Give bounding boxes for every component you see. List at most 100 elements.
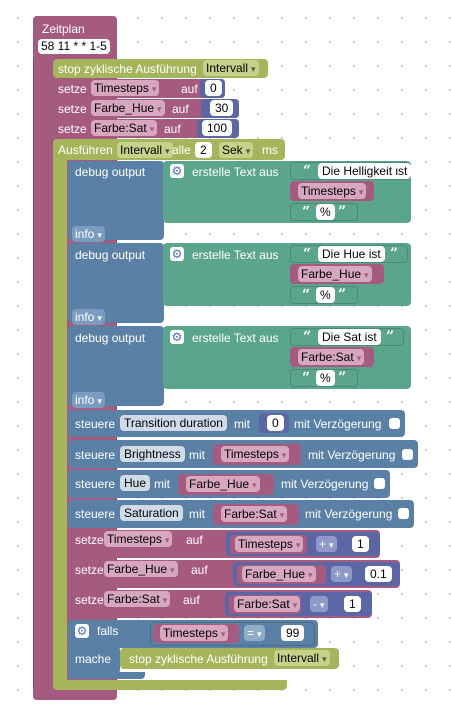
text-field[interactable]: %: [316, 370, 335, 386]
var-dropdown[interactable]: Timesteps ▾: [104, 531, 173, 547]
interval-dropdown[interactable]: Intervall ▾: [274, 650, 330, 666]
with-label: mit: [234, 417, 250, 431]
var-dropdown[interactable]: Farbe:Sat ▾: [91, 120, 158, 136]
unit-dropdown[interactable]: Sek ▾: [219, 142, 254, 158]
target-field[interactable]: Transition duration: [120, 415, 227, 431]
control-label: steuere: [75, 448, 116, 462]
target-field[interactable]: Hue: [120, 475, 151, 491]
chevron-down-icon: ▾: [257, 629, 262, 639]
operator-dropdown[interactable]: - ▾: [310, 596, 328, 612]
interval-var-dropdown[interactable]: Intervall ▾: [117, 142, 173, 158]
compare-operator-dropdown[interactable]: = ▾: [244, 625, 265, 641]
number-field[interactable]: 30: [210, 100, 234, 116]
var-dropdown[interactable]: Farbe:Sat ▾: [234, 596, 301, 612]
chevron-down-icon: ▾: [281, 450, 287, 460]
text-field[interactable]: %: [316, 204, 335, 220]
gear-icon[interactable]: ⚙: [75, 624, 89, 638]
var-dropdown[interactable]: Timesteps ▾: [221, 446, 290, 462]
number-field[interactable]: 99: [281, 625, 305, 641]
quote-close-icon: ”: [338, 204, 347, 220]
var-dropdown[interactable]: Farbe_Hue ▾: [186, 476, 260, 492]
var-name: Timesteps: [238, 537, 293, 551]
debug-label: debug output: [75, 165, 146, 179]
var-dropdown[interactable]: Timesteps ▾: [235, 536, 304, 552]
operator: +: [319, 537, 327, 551]
delay-checkbox[interactable]: [374, 478, 385, 489]
set-label: setze: [75, 533, 104, 547]
interval-number[interactable]: 2: [195, 142, 212, 158]
chevron-down-icon: ▾: [97, 230, 102, 240]
var-dropdown[interactable]: Farbe:Sat ▾: [298, 349, 365, 365]
cron-field[interactable]: 58 11 * * 1-5: [38, 39, 110, 54]
interval-block[interactable]: [53, 139, 67, 690]
quote-open-icon: “: [302, 204, 311, 220]
chevron-down-icon: ▾: [170, 565, 175, 575]
var-dropdown[interactable]: Farbe:Sat ▾: [104, 591, 171, 607]
interval-dropdown[interactable]: Intervall ▾: [203, 60, 259, 76]
var-name: Farbe_Hue: [245, 567, 306, 581]
target-field[interactable]: Saturation: [120, 505, 183, 521]
level-dropdown[interactable]: info ▾: [72, 392, 105, 408]
gear-icon[interactable]: ⚙: [170, 330, 184, 344]
var-dropdown[interactable]: Timesteps ▾: [298, 183, 367, 199]
delay-label: mit Verzögerung: [308, 448, 396, 462]
if-footer: [68, 672, 145, 679]
create-text-label: erstelle Text aus: [192, 165, 279, 179]
gear-icon[interactable]: ⚙: [170, 164, 184, 178]
set-label: setze: [75, 593, 104, 607]
var-dropdown[interactable]: Farbe_Hue ▾: [91, 100, 165, 116]
number-field[interactable]: 0.1: [365, 566, 392, 582]
chevron-down-icon: ▾: [322, 654, 327, 664]
schedule-footer: [33, 688, 117, 700]
stop-label: stop zyklische Ausführung: [58, 62, 197, 76]
var-name: Timesteps: [107, 532, 162, 546]
chevron-down-icon: ▾: [97, 396, 102, 406]
delay-checkbox[interactable]: [398, 508, 409, 519]
number-field[interactable]: 100: [202, 120, 233, 136]
var-dropdown[interactable]: Timesteps ▾: [91, 80, 160, 96]
interval-label: Ausführen: [58, 143, 113, 157]
operator-dropdown[interactable]: + ▾: [316, 536, 337, 552]
chevron-down-icon: ▾: [97, 313, 102, 323]
create-text-label: erstelle Text aus: [192, 331, 279, 345]
var-dropdown[interactable]: Farbe_Hue ▾: [242, 566, 316, 582]
delay-label: mit Verzögerung: [305, 507, 393, 521]
operator-dropdown[interactable]: + ▾: [331, 566, 352, 582]
number-field[interactable]: 0: [205, 80, 222, 96]
var-dropdown[interactable]: Farbe_Hue ▾: [104, 561, 178, 577]
number-field[interactable]: 0: [267, 415, 284, 431]
create-text-label: erstelle Text aus: [192, 248, 279, 262]
var-name: Farbe:Sat: [237, 597, 290, 611]
var-dropdown[interactable]: Timesteps ▾: [160, 625, 229, 641]
control-label: steuere: [75, 507, 116, 521]
gear-icon[interactable]: ⚙: [170, 247, 184, 261]
level-value: info: [75, 310, 95, 324]
chevron-down-icon: ▾: [292, 600, 298, 610]
set-label: setze: [58, 82, 87, 96]
operator: =: [247, 626, 255, 640]
chevron-down-icon: ▾: [356, 353, 362, 363]
text-field[interactable]: Die Sat ist: [318, 329, 381, 345]
number-field[interactable]: 1: [344, 596, 361, 612]
delay-checkbox[interactable]: [402, 449, 413, 460]
delay-checkbox[interactable]: [389, 418, 400, 429]
to-label: auf: [186, 533, 203, 547]
target-field[interactable]: Brightness: [120, 446, 185, 462]
operator: -: [313, 597, 317, 611]
quote-open-icon: “: [302, 287, 311, 303]
set-label: setze: [58, 122, 87, 136]
chevron-down-icon: ▾: [165, 146, 170, 156]
text-field[interactable]: Die Helligkeit ist: [318, 163, 412, 179]
delay-label: mit Verzögerung: [281, 477, 369, 491]
number-field[interactable]: 1: [352, 536, 369, 552]
var-dropdown[interactable]: Farbe:Sat ▾: [221, 506, 288, 522]
text-field[interactable]: %: [316, 287, 335, 303]
chevron-down-icon: ▾: [252, 480, 257, 490]
text-field[interactable]: Die Hue ist: [318, 246, 385, 262]
var-dropdown[interactable]: Farbe_Hue ▾: [298, 266, 372, 282]
level-dropdown[interactable]: info ▾: [72, 226, 105, 242]
quote-close-icon: ”: [395, 163, 404, 179]
level-dropdown[interactable]: info ▾: [72, 309, 105, 325]
chevron-down-icon: ▾: [344, 570, 349, 580]
quote-open-icon: “: [303, 246, 312, 262]
